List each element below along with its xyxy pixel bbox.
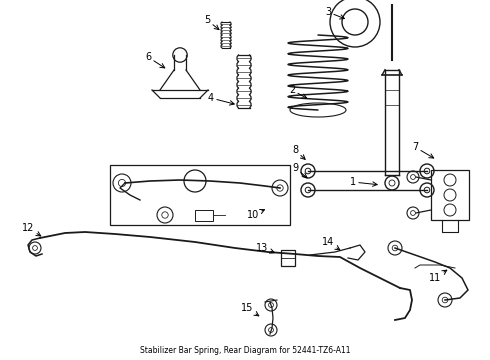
Text: 2: 2 bbox=[289, 85, 307, 98]
Text: 5: 5 bbox=[204, 15, 219, 30]
Text: 9: 9 bbox=[292, 163, 307, 177]
Text: 12: 12 bbox=[22, 223, 41, 236]
Text: 10: 10 bbox=[247, 210, 265, 220]
Text: 13: 13 bbox=[256, 243, 274, 253]
Text: Stabilizer Bar Spring, Rear Diagram for 52441-TZ6-A11: Stabilizer Bar Spring, Rear Diagram for … bbox=[140, 346, 350, 355]
Text: 3: 3 bbox=[325, 7, 344, 19]
Text: 11: 11 bbox=[429, 270, 447, 283]
Text: 1: 1 bbox=[350, 177, 377, 187]
Bar bbox=[281, 250, 295, 266]
Text: 8: 8 bbox=[292, 145, 305, 159]
Bar bbox=[110, 165, 290, 225]
Text: 14: 14 bbox=[322, 237, 340, 250]
Text: 15: 15 bbox=[241, 303, 259, 316]
Text: 4: 4 bbox=[208, 93, 234, 105]
Bar bbox=[195, 210, 213, 221]
Text: 7: 7 bbox=[412, 142, 434, 158]
Bar bbox=[431, 170, 469, 220]
Text: 6: 6 bbox=[145, 52, 165, 68]
